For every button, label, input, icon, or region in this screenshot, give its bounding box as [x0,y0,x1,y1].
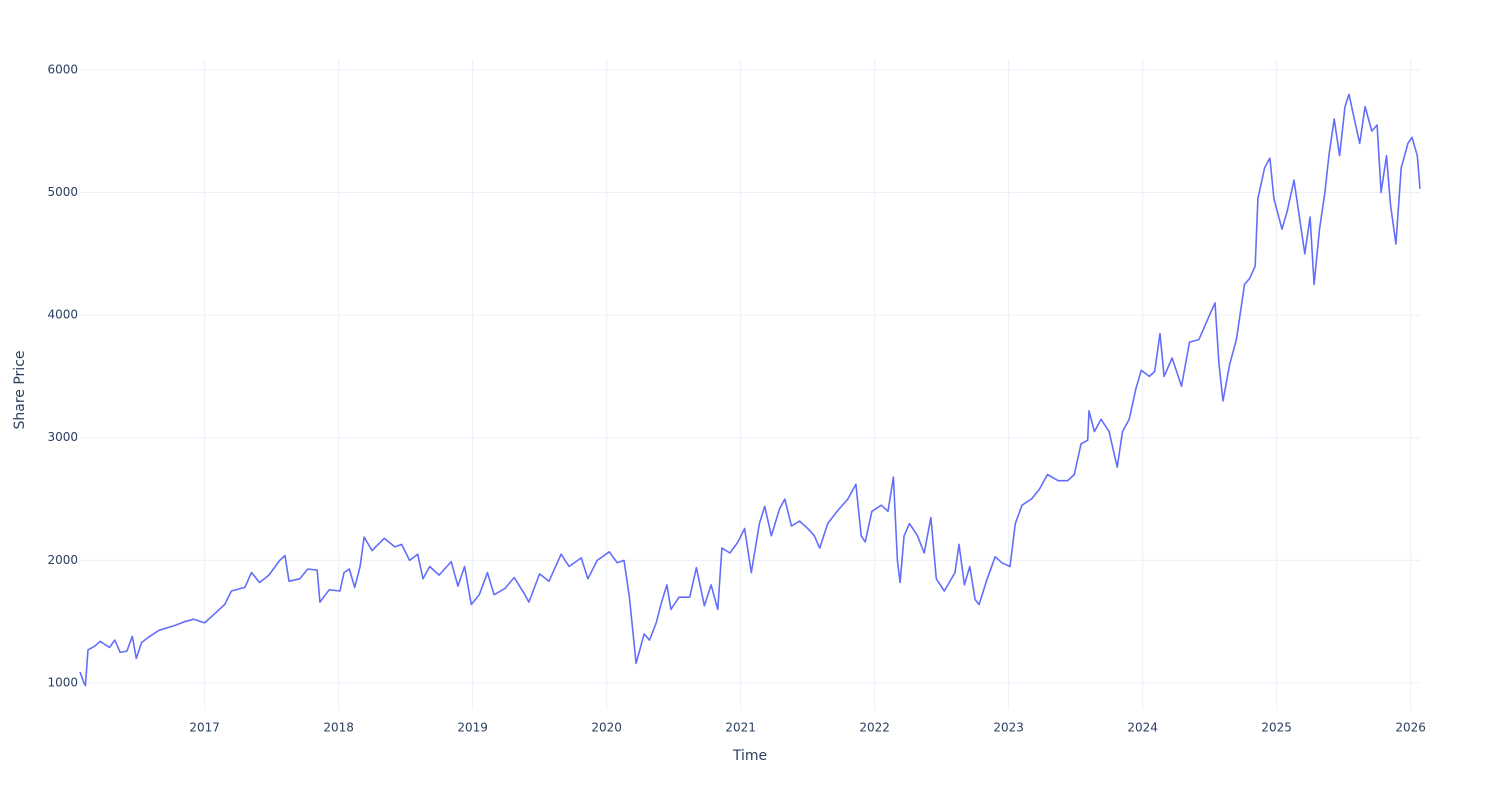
y-tick-label: 5000 [47,185,78,199]
x-tick-label: 2025 [1261,721,1292,735]
x-tick-label: 2026 [1395,721,1426,735]
x-tick-label: 2019 [457,721,488,735]
x-tick-label: 2017 [189,721,220,735]
x-tick-label: 2021 [725,721,756,735]
y-tick-label: 3000 [47,430,78,444]
x-tick-label: 2024 [1127,721,1158,735]
x-tick-label: 2023 [993,721,1024,735]
x-tick-label: 2022 [859,721,890,735]
price-line [79,93,1421,687]
y-axis-title: Share Price [12,350,28,429]
x-tick-label: 2018 [323,721,354,735]
y-tick-label: 2000 [47,553,78,567]
x-axis-title: Time [732,748,767,764]
y-tick-label: 6000 [47,62,78,76]
y-tick-label: 1000 [47,676,78,690]
y-tick-label: 4000 [47,308,78,322]
x-tick-label: 2020 [591,721,622,735]
